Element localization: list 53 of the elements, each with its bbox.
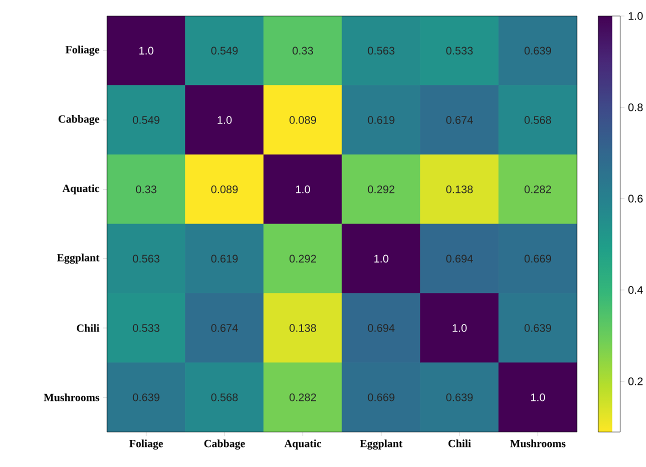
data-label: 1.0 xyxy=(531,393,546,402)
data-label: 0.549 xyxy=(211,46,238,55)
data-label: 0.639 xyxy=(132,393,160,402)
data-label: 0.674 xyxy=(211,324,238,332)
y-tick-label: Cabbage xyxy=(58,115,100,126)
data-label: 0.694 xyxy=(368,324,395,332)
data-label: 0.292 xyxy=(368,185,394,194)
data-label: 0.639 xyxy=(524,46,552,55)
y-tick-label: Foliage xyxy=(66,46,100,56)
data-label: 0.282 xyxy=(524,185,551,194)
color-bar-label: 0.8 xyxy=(628,103,643,112)
data-label: 0.563 xyxy=(368,46,394,55)
data-label: 0.568 xyxy=(524,116,552,124)
y-tick-label: Mushrooms xyxy=(44,393,100,402)
data-label: 0.292 xyxy=(290,254,316,263)
color-bar-label: 0.2 xyxy=(628,377,643,386)
color-bar-label: 0.4 xyxy=(628,286,643,294)
data-label: 0.533 xyxy=(132,324,160,332)
y-tick-label: Eggplant xyxy=(57,254,100,264)
x-tick-label: Cabbage xyxy=(204,440,245,450)
data-label: 0.619 xyxy=(368,116,394,124)
data-label: 1.0 xyxy=(374,254,388,263)
data-label: 0.33 xyxy=(136,185,156,194)
data-label: 0.33 xyxy=(292,46,314,55)
data-label: 0.674 xyxy=(446,116,473,124)
data-label: 0.138 xyxy=(290,324,316,332)
data-label: 0.669 xyxy=(368,393,394,402)
data-label: 0.089 xyxy=(290,116,316,124)
data-label: 0.694 xyxy=(446,254,473,263)
data-label: 1.0 xyxy=(452,324,467,332)
x-tick-label: Foliage xyxy=(129,440,163,450)
data-label: 0.563 xyxy=(132,254,160,263)
color-bar-label: 1.0 xyxy=(628,12,643,20)
data-label: 0.639 xyxy=(524,324,552,332)
y-tick-label: Aquatic xyxy=(62,184,100,194)
data-label: 0.533 xyxy=(446,46,473,55)
data-label: 0.549 xyxy=(132,116,160,124)
x-tick-label: Chili xyxy=(448,440,471,448)
x-tick-label: Mushrooms xyxy=(510,440,566,448)
data-label: 0.282 xyxy=(290,393,316,402)
data-label: 1.0 xyxy=(296,185,310,194)
data-label: 0.089 xyxy=(211,185,238,194)
data-label: 0.619 xyxy=(211,254,238,263)
data-label: 0.639 xyxy=(446,393,473,402)
data-label: 0.568 xyxy=(211,393,238,402)
data-label: 1.0 xyxy=(218,116,232,124)
data-label: 0.669 xyxy=(524,254,552,263)
data-label: 1.0 xyxy=(139,46,154,55)
color-bar-label: 0.6 xyxy=(628,194,643,203)
x-tick-label: Aquatic xyxy=(284,440,322,450)
x-tick-label: Eggplant xyxy=(360,440,402,450)
data-label: 0.138 xyxy=(446,185,473,194)
y-tick-label: Chili xyxy=(76,324,100,332)
